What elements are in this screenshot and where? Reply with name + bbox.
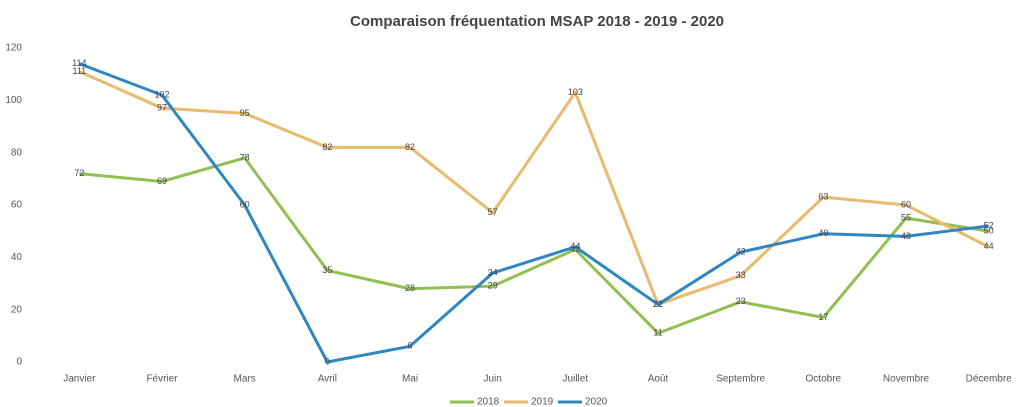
x-tick-label: Février [146, 374, 178, 385]
data-label: 97 [157, 103, 167, 113]
x-tick-label: Août [648, 374, 669, 385]
legend-label: 2018 [477, 397, 500, 407]
x-tick-label: Décembre [966, 374, 1013, 385]
chart-title: Comparaison fréquentation MSAP 2018 - 20… [350, 13, 724, 30]
x-tick-label: Janvier [63, 374, 96, 385]
data-label: 50 [984, 226, 994, 236]
data-label: 11 [653, 328, 662, 338]
x-tick-label: Septembre [716, 374, 765, 385]
data-label: 23 [736, 296, 746, 306]
y-tick-label: 60 [11, 200, 23, 211]
x-tick-label: Mai [402, 374, 418, 385]
y-tick-label: 100 [5, 95, 22, 106]
data-label: 52 [984, 220, 994, 230]
series-line [78, 62, 989, 364]
data-label: 63 [818, 192, 828, 202]
data-label: 69 [157, 176, 167, 186]
legend-label: 2020 [585, 397, 608, 407]
data-label: 29 [488, 280, 498, 290]
data-label: 60 [240, 199, 250, 209]
data-label: 111 [72, 66, 86, 76]
data-label: 95 [240, 108, 250, 118]
data-label: 6 [407, 341, 412, 351]
data-label: 44 [570, 241, 580, 251]
data-label: 48 [901, 231, 911, 241]
data-label: 43 [570, 244, 580, 254]
data-label: 82 [405, 142, 415, 152]
data-label: 34 [488, 267, 498, 277]
data-label: 33 [736, 270, 746, 280]
data-label: 55 [901, 212, 911, 222]
data-label: 103 [568, 87, 583, 97]
data-label: 28 [405, 283, 415, 293]
data-label: 17 [818, 312, 828, 322]
data-label: 22 [653, 299, 663, 309]
data-label: 42 [736, 246, 746, 256]
series-line [79, 156, 989, 335]
y-tick-label: 20 [11, 304, 23, 315]
x-tick-label: Octobre [806, 374, 842, 385]
data-label: 0 [325, 356, 330, 366]
legend-label: 2019 [531, 397, 554, 407]
series-line [78, 70, 990, 306]
y-tick-label: 120 [5, 43, 22, 54]
data-label: 102 [154, 89, 169, 99]
x-tick-label: Novembre [883, 374, 930, 385]
data-label: 49 [818, 228, 828, 238]
y-tick-label: 0 [16, 357, 22, 368]
data-label: 78 [240, 152, 250, 162]
data-label: 44 [984, 241, 994, 251]
x-tick-label: Avril [318, 374, 337, 385]
x-tick-label: Juillet [563, 374, 589, 385]
data-label: 72 [74, 168, 84, 178]
data-label: 82 [322, 142, 332, 152]
x-tick-label: Juin [483, 374, 501, 385]
y-tick-label: 80 [11, 147, 23, 158]
data-label: 60 [901, 199, 911, 209]
data-label: 114 [72, 58, 86, 68]
x-tick-label: Mars [234, 374, 256, 385]
data-label: 35 [322, 265, 332, 275]
data-label: 57 [488, 207, 498, 217]
y-tick-label: 40 [11, 252, 23, 263]
